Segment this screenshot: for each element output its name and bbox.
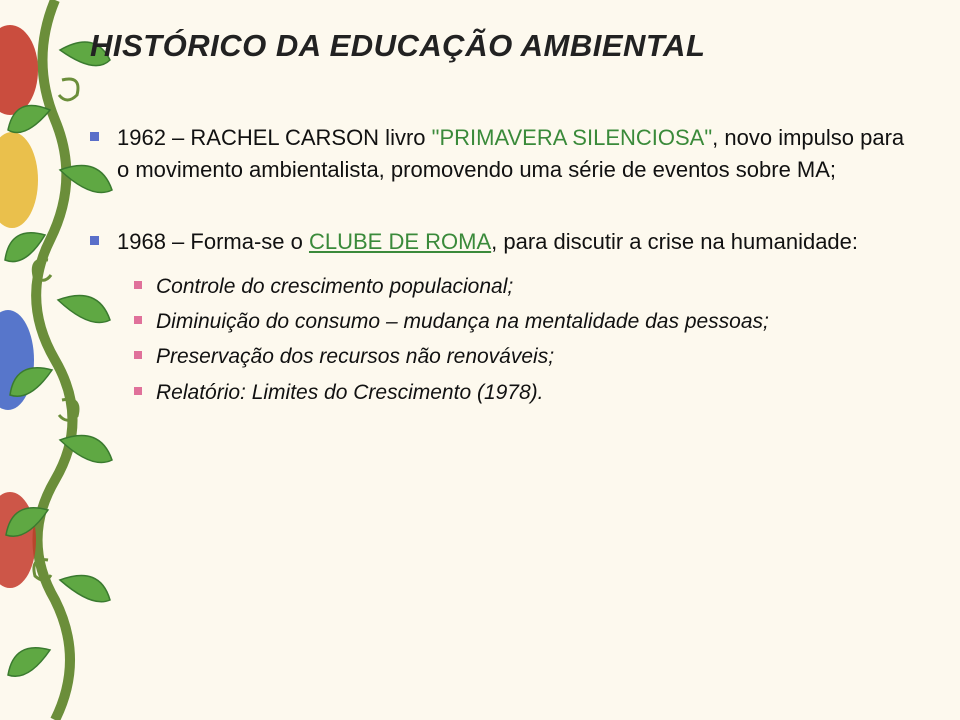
square-bullet-icon [134, 351, 142, 359]
sub-list-item: Diminuição do consumo – mudança na menta… [134, 307, 920, 336]
text-part: 1962 – RACHEL CARSON livro [117, 125, 432, 150]
page-title: HISTÓRICO DA EDUCAÇÃO AMBIENTAL [90, 28, 920, 64]
square-bullet-icon [134, 316, 142, 324]
text-highlight: "PRIMAVERA SILENCIOSA" [432, 125, 713, 150]
text-part: 1968 – Forma-se o [117, 229, 309, 254]
sub-list: Controle do crescimento populacional; Di… [134, 272, 920, 408]
slide-content: HISTÓRICO DA EDUCAÇÃO AMBIENTAL 1962 – R… [90, 28, 920, 413]
sub-list-item: Controle do crescimento populacional; [134, 272, 920, 301]
text-part: , para discutir a crise na humanidade: [491, 229, 858, 254]
sub-list-item: Relatório: Limites do Crescimento (1978)… [134, 378, 920, 407]
sub-item-text: Relatório: Limites do Crescimento (1978)… [156, 378, 544, 407]
item-text: 1962 – RACHEL CARSON livro "PRIMAVERA SI… [117, 122, 920, 186]
sub-item-text: Preservação dos recursos não renováveis; [156, 342, 554, 371]
text-highlight-link: CLUBE DE ROMA [309, 229, 491, 254]
sub-item-text: Diminuição do consumo – mudança na menta… [156, 307, 769, 336]
square-bullet-icon [90, 236, 99, 245]
list-item: 1968 – Forma-se o CLUBE DE ROMA, para di… [90, 226, 920, 258]
item-text: 1968 – Forma-se o CLUBE DE ROMA, para di… [117, 226, 858, 258]
sub-item-text: Controle do crescimento populacional; [156, 272, 513, 301]
list-item: 1962 – RACHEL CARSON livro "PRIMAVERA SI… [90, 122, 920, 186]
square-bullet-icon [90, 132, 99, 141]
sub-list-item: Preservação dos recursos não renováveis; [134, 342, 920, 371]
square-bullet-icon [134, 387, 142, 395]
square-bullet-icon [134, 281, 142, 289]
